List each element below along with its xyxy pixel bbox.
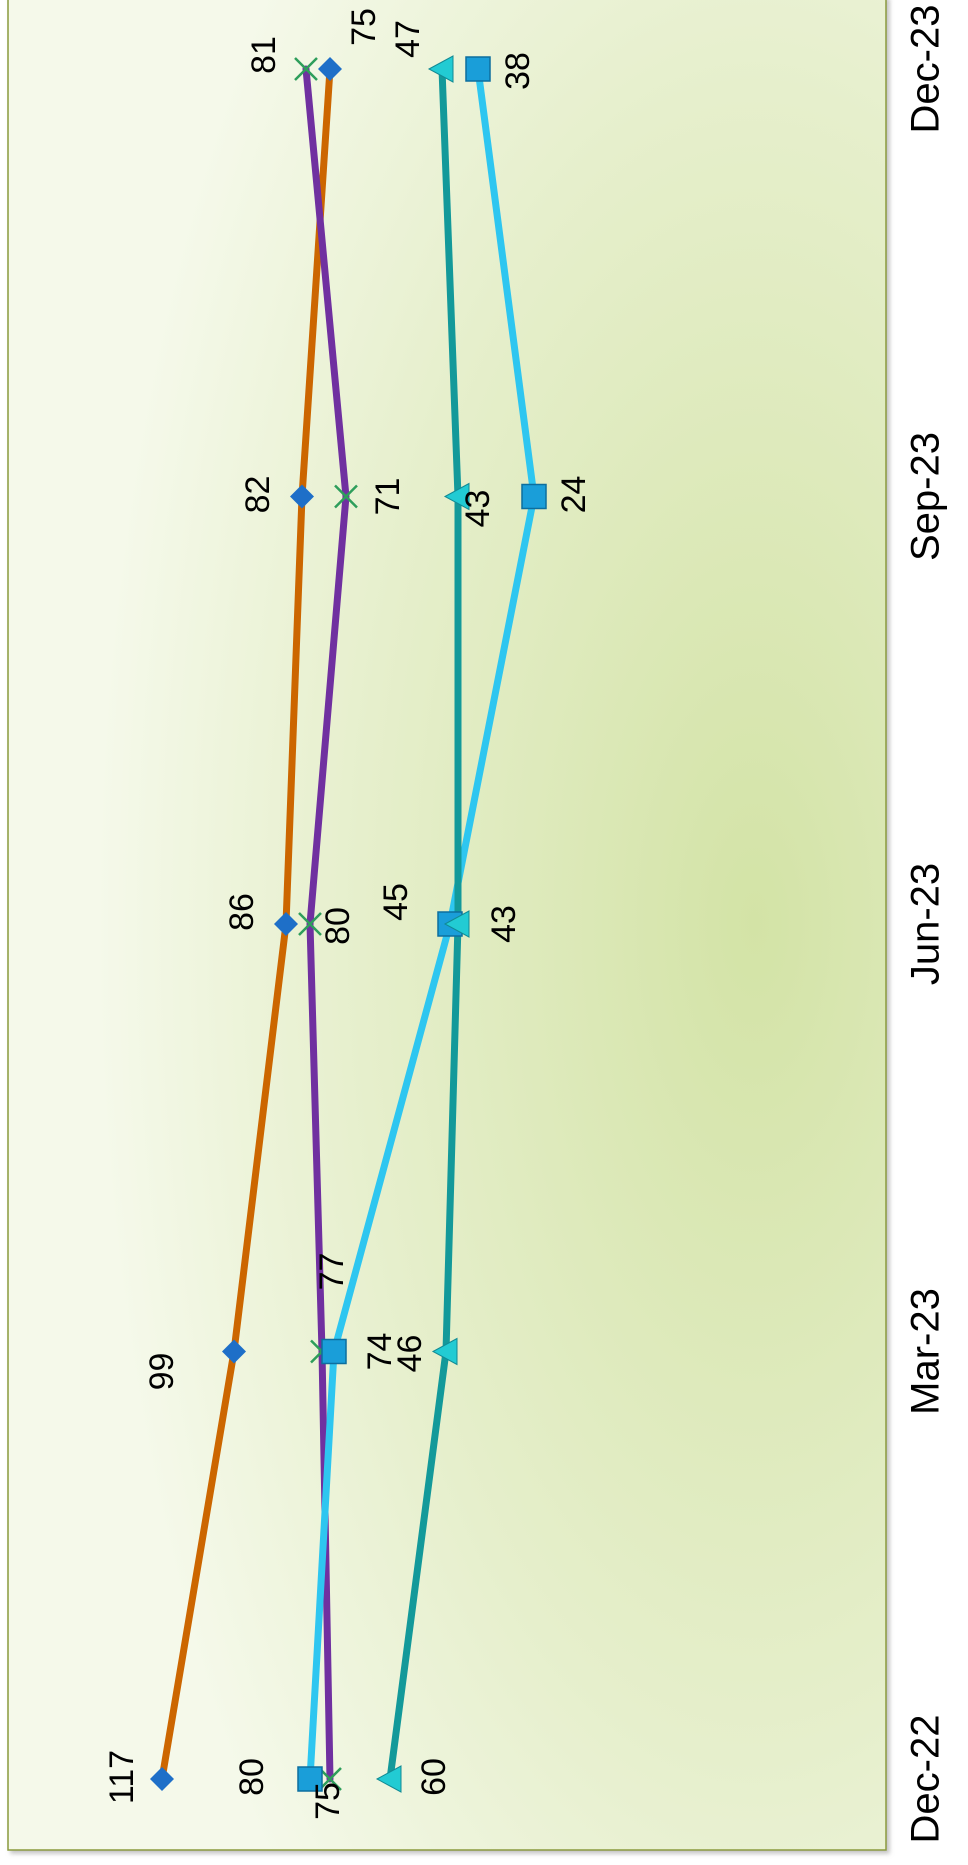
data-label-series-3-Dec-22: 80 [233, 1758, 271, 1796]
series-2-point-Jun-23 [298, 912, 322, 936]
series-4-point-Jun-23 [443, 910, 470, 938]
series-2-point-Sep-23 [334, 484, 358, 509]
data-label-series-4-Mar-23: 46 [391, 1335, 429, 1373]
series-2-point-Dec-23 [294, 57, 318, 81]
x-tick-label-Mar-23: Mar-23 [904, 1288, 948, 1415]
data-label-series-2-Sep-23: 71 [369, 478, 407, 516]
data-label-series-2-Dec-22: 75 [309, 1782, 347, 1820]
data-label-series-3-Sep-23: 24 [555, 476, 593, 514]
data-label-series-2-Jun-23: 80 [319, 907, 357, 945]
series-3-point-Dec-23 [465, 56, 491, 82]
data-label-series-4-Jun-23: 43 [485, 905, 523, 943]
x-axis-tick-labels: Dec-22 Mar-23 Jun-23 Sep-23 Dec-23 [904, 5, 948, 1844]
data-label-series-1-Jun-23: 86 [223, 893, 261, 931]
series-1-point-Dec-22 [150, 1767, 174, 1791]
data-label-series-2-Dec-23: 81 [245, 36, 283, 74]
data-label-series-3-Dec-23: 38 [499, 52, 537, 90]
data-label-series-1-Sep-23: 82 [239, 476, 277, 514]
data-label-series-3-Jun-23: 45 [377, 883, 415, 921]
data-label-series-1-Mar-23: 99 [143, 1353, 181, 1391]
data-label-series-2-Mar-23: 77 [313, 1253, 351, 1291]
series-4-point-Mar-23 [431, 1337, 458, 1366]
series-1-point-Mar-23 [222, 1339, 246, 1364]
series-4-point-Sep-23 [443, 482, 470, 511]
data-label-series-1-Dec-23: 75 [345, 8, 383, 46]
x-tick-label-Sep-23: Sep-23 [904, 432, 948, 561]
series-markers [150, 55, 547, 1793]
series-4-point-Dec-22 [375, 1765, 402, 1793]
series-3-point-Dec-22 [297, 1766, 323, 1792]
data-labels: 117 99 86 82 75 75 77 80 71 81 80 74 45 24 38 60 46 43 43 4… [103, 8, 593, 1820]
x-tick-label-Dec-23: Dec-23 [904, 5, 948, 134]
series-3-point-Mar-23 [321, 1338, 347, 1365]
data-label-series-4-Dec-23: 47 [389, 20, 427, 58]
data-label-series-4-Dec-22: 60 [415, 1758, 453, 1796]
series-1-point-Dec-23 [318, 57, 342, 81]
series-3-point-Sep-23 [521, 483, 547, 510]
x-tick-label-Jun-23: Jun-23 [904, 863, 948, 985]
data-label-series-4-Sep-23: 43 [459, 490, 497, 528]
data-label-series-3-Mar-23: 74 [361, 1333, 399, 1371]
series-4-point-Dec-23 [427, 55, 454, 83]
series-1-point-Jun-23 [274, 912, 298, 936]
x-tick-label-Dec-22: Dec-22 [904, 1715, 948, 1844]
data-label-series-1-Dec-22: 117 [103, 1750, 141, 1804]
series-1-point-Sep-23 [290, 484, 314, 509]
